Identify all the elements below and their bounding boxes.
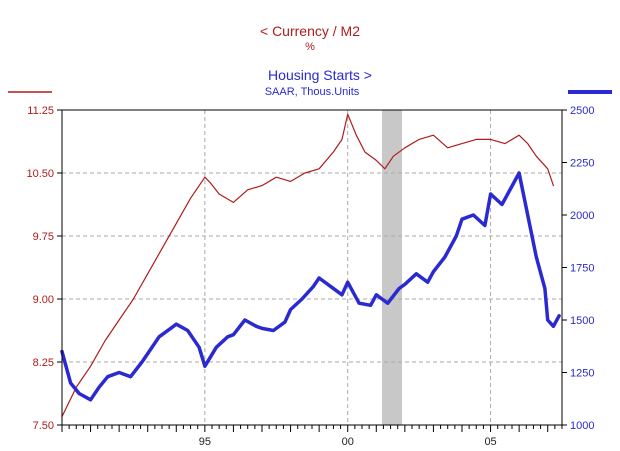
left-tick-label: 8.25 — [33, 357, 54, 369]
right-tick-label: 1500 — [570, 315, 594, 327]
x-tick-label: 95 — [199, 436, 211, 448]
left-tick-label: 11.25 — [27, 105, 54, 117]
left-tick-label: 10.50 — [26, 168, 54, 180]
right-series-title: Housing Starts > — [268, 67, 372, 83]
right-tick-label: 2000 — [570, 210, 594, 222]
right-tick-label: 1250 — [570, 368, 594, 380]
housing-starts-line — [60, 171, 561, 402]
right-tick-label: 1000 — [570, 420, 594, 432]
currency-m2-line — [61, 113, 555, 418]
left-series-title: < Currency / M2 — [260, 23, 360, 39]
plot-frame — [61, 109, 563, 426]
right-tick-label: 2250 — [570, 158, 594, 170]
right-series-unit: SAAR, Thous.Units — [265, 86, 360, 98]
x-tick-label: 05 — [484, 436, 496, 448]
left-tick-label: 9.75 — [33, 231, 54, 243]
left-series-unit: % — [305, 41, 315, 53]
right-tick-label: 1750 — [570, 263, 594, 275]
left-tick-label: 9.00 — [33, 294, 54, 306]
plot-area — [62, 110, 562, 425]
x-tick-label: 00 — [342, 436, 354, 448]
recession-band — [382, 110, 402, 425]
right-tick-label: 2500 — [570, 105, 594, 117]
left-tick-label: 7.50 — [33, 420, 54, 432]
